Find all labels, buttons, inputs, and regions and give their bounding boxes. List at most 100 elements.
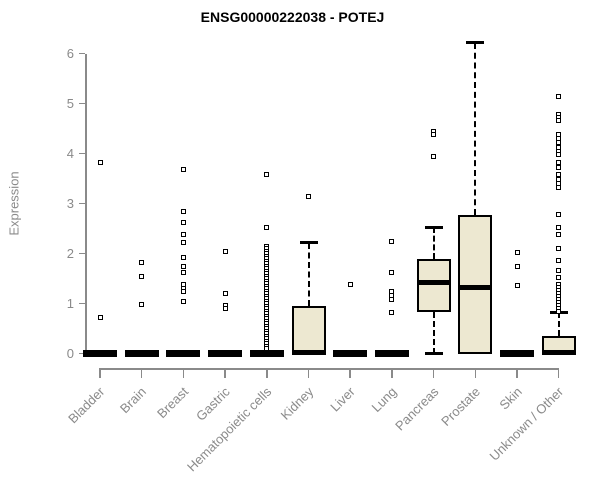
x-axis-tick bbox=[182, 368, 185, 378]
x-axis-tick bbox=[557, 368, 560, 378]
outlier-point-skin bbox=[514, 250, 520, 255]
outlier-point-hematopoietic-cells bbox=[264, 225, 270, 230]
upper-whisker-unknown-other bbox=[557, 312, 560, 336]
outlier-point-hematopoietic-cells bbox=[264, 346, 270, 351]
x-axis-tick bbox=[99, 368, 101, 378]
x-category-label-liver: Liver bbox=[327, 384, 358, 415]
y-tick-label: 0 bbox=[66, 345, 74, 361]
y-axis-tick bbox=[79, 352, 85, 355]
lower-whisker-pancreas bbox=[432, 311, 435, 354]
outlier-point-brain bbox=[139, 301, 145, 307]
y-axis-tick bbox=[79, 202, 85, 205]
y-tick-label: 2 bbox=[66, 245, 74, 261]
outlier-point-unknown-other bbox=[556, 212, 562, 217]
outlier-point-lung bbox=[389, 239, 395, 244]
y-axis-tick bbox=[79, 302, 85, 305]
outlier-point-unknown-other bbox=[556, 225, 562, 230]
outlier-point-breast bbox=[180, 270, 186, 275]
outlier-point-breast bbox=[180, 232, 186, 237]
outlier-point-breast bbox=[180, 240, 186, 245]
upper-whisker-prostate bbox=[474, 42, 477, 215]
x-axis-tick bbox=[349, 368, 351, 378]
outlier-point-unknown-other bbox=[556, 118, 562, 123]
x-axis-tick bbox=[516, 368, 518, 378]
x-axis-tick bbox=[307, 368, 310, 378]
outlier-point-lung bbox=[389, 270, 395, 275]
upper-whisker-cap-pancreas bbox=[424, 225, 443, 229]
chart-title: ENSG00000222038 - POTEJ bbox=[200, 9, 385, 25]
outlier-point-breast bbox=[180, 167, 186, 172]
outlier-point-unknown-other bbox=[556, 93, 562, 99]
outlier-point-unknown-other bbox=[556, 232, 562, 237]
y-tick-label: 5 bbox=[66, 95, 74, 111]
outlier-point-unknown-other bbox=[556, 268, 562, 273]
box-collapsed-brain bbox=[124, 350, 159, 357]
x-category-label-brain: Brain bbox=[117, 384, 150, 417]
x-category-label-breast: Breast bbox=[153, 384, 192, 422]
y-tick-label: 4 bbox=[66, 145, 74, 161]
outlier-point-breast bbox=[180, 263, 186, 269]
x-category-label-kidney: Kidney bbox=[277, 384, 317, 423]
outlier-point-lung bbox=[389, 309, 395, 315]
y-axis-line bbox=[85, 53, 87, 354]
median-pancreas bbox=[416, 279, 451, 285]
outlier-point-brain bbox=[139, 273, 145, 279]
outlier-point-hematopoietic-cells bbox=[264, 172, 270, 177]
outlier-point-unknown-other bbox=[556, 152, 562, 157]
x-axis-line bbox=[99, 368, 560, 370]
x-axis-tick bbox=[266, 368, 268, 378]
upper-whisker-pancreas bbox=[432, 227, 435, 259]
box-collapsed-lung bbox=[374, 350, 409, 357]
outlier-point-pancreas bbox=[431, 132, 437, 137]
upper-whisker-cap-prostate bbox=[466, 41, 485, 44]
box-collapsed-gastric bbox=[208, 350, 243, 357]
outlier-point-unknown-other bbox=[556, 275, 562, 280]
outlier-point-skin bbox=[514, 283, 520, 288]
x-category-label-prostate: Prostate bbox=[438, 384, 483, 429]
outlier-point-kidney bbox=[306, 193, 311, 199]
outlier-point-breast bbox=[180, 208, 186, 214]
y-tick-label: 3 bbox=[66, 195, 74, 211]
median-unknown-other bbox=[541, 350, 576, 355]
y-axis-label: Expression bbox=[6, 171, 22, 236]
upper-whisker-kidney bbox=[307, 242, 310, 306]
outlier-point-bladder bbox=[97, 160, 103, 165]
outlier-point-gastric bbox=[222, 306, 228, 311]
outlier-point-bladder bbox=[97, 315, 103, 320]
outlier-point-unknown-other bbox=[556, 140, 562, 145]
outlier-point-unknown-other bbox=[556, 258, 562, 263]
outlier-point-lung bbox=[389, 297, 395, 302]
outlier-point-liver bbox=[347, 282, 353, 287]
outlier-point-breast bbox=[180, 255, 186, 260]
box-prostate bbox=[458, 214, 493, 354]
median-kidney bbox=[291, 350, 326, 355]
x-axis-tick bbox=[140, 368, 143, 378]
y-axis-tick bbox=[79, 152, 85, 155]
lower-whisker-cap-pancreas bbox=[424, 352, 443, 355]
y-axis-tick bbox=[79, 102, 85, 105]
box-collapsed-skin bbox=[500, 350, 534, 357]
outlier-point-unknown-other bbox=[556, 160, 562, 165]
x-axis-tick bbox=[432, 368, 435, 378]
x-axis-tick bbox=[474, 368, 477, 378]
outlier-point-pancreas bbox=[431, 153, 437, 159]
outlier-point-unknown-other bbox=[556, 172, 562, 177]
outlier-point-gastric bbox=[222, 291, 228, 296]
box-collapsed-bladder bbox=[83, 350, 117, 357]
y-tick-label: 1 bbox=[66, 295, 74, 311]
x-category-label-lung: Lung bbox=[368, 384, 400, 416]
outlier-point-unknown-other bbox=[556, 246, 562, 251]
x-category-label-skin: Skin bbox=[496, 384, 525, 413]
outlier-point-unknown-other bbox=[556, 185, 562, 190]
x-axis-tick bbox=[224, 368, 226, 378]
box-pancreas bbox=[416, 259, 451, 312]
x-category-label-pancreas: Pancreas bbox=[391, 384, 442, 434]
y-tick-label: 6 bbox=[66, 45, 74, 61]
x-category-label-unknown-other: Unknown / Other bbox=[486, 384, 567, 464]
y-axis-tick bbox=[79, 252, 85, 255]
box-collapsed-liver bbox=[333, 350, 368, 357]
outlier-point-skin bbox=[514, 264, 520, 269]
outlier-point-breast bbox=[180, 298, 186, 304]
outlier-point-gastric bbox=[222, 248, 228, 254]
